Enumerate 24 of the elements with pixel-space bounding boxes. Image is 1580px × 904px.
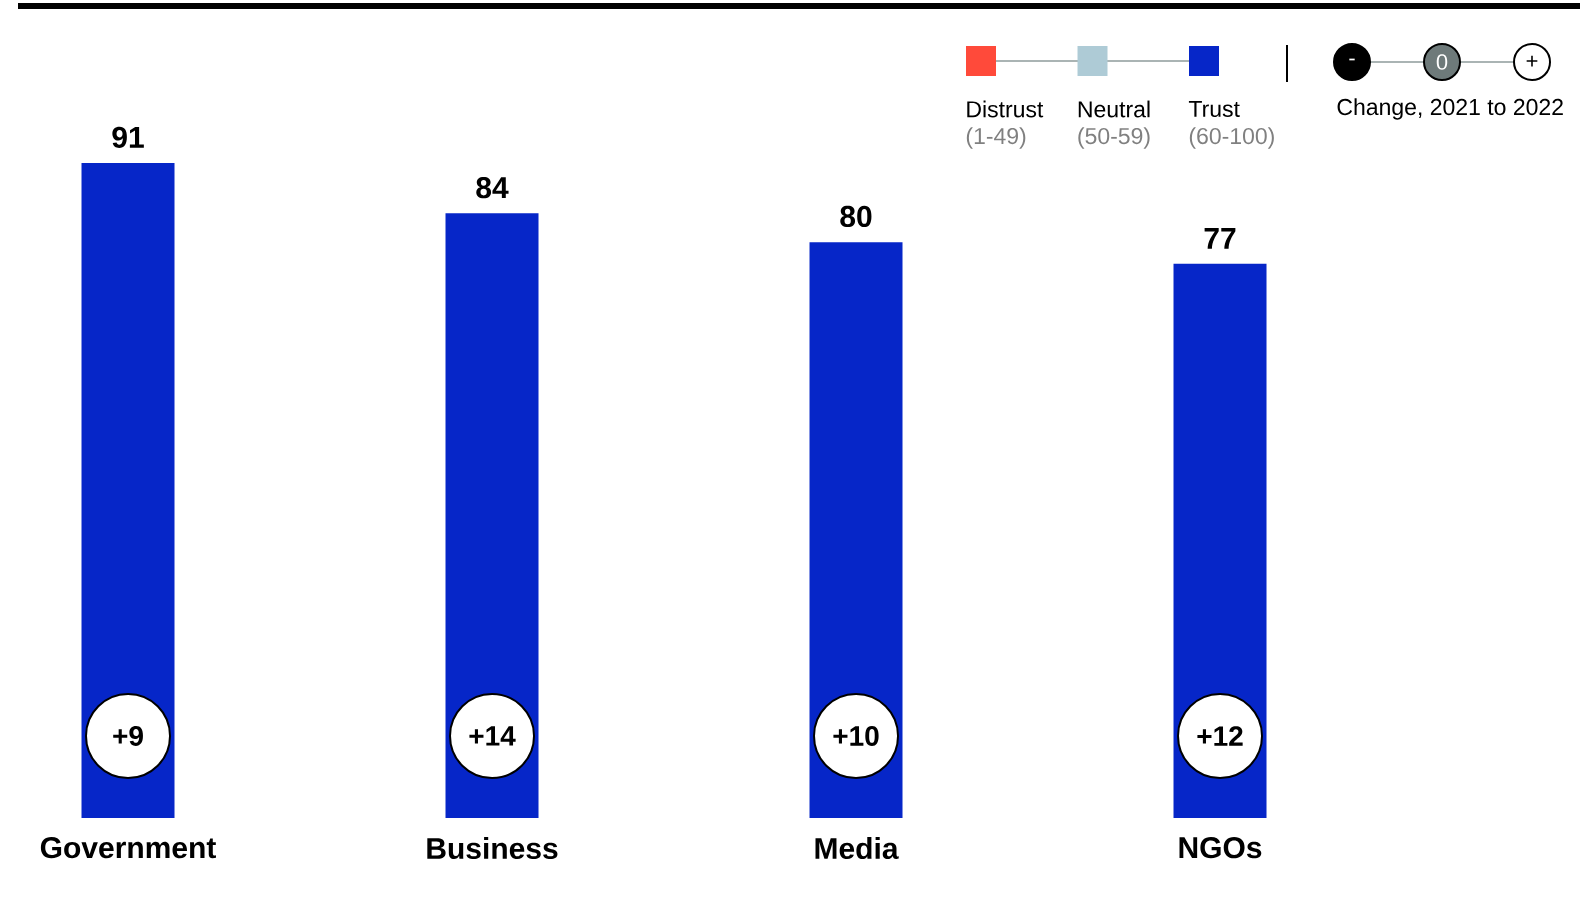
bar (81, 162, 175, 818)
text: + (1526, 55, 1538, 67)
text: (60-100) (1189, 127, 1274, 149)
bar (445, 213, 539, 818)
text: (1-49) (966, 127, 1026, 149)
text: (50-59) (1078, 127, 1150, 149)
text: 0 (1436, 54, 1448, 70)
annotation: +9 (113, 726, 143, 746)
annotation: +10 (833, 726, 879, 746)
x-tick-label: Government (40, 837, 216, 859)
data-label: 84 (476, 177, 509, 199)
legend-label: Distrust (967, 100, 1044, 118)
x-tick-label: Media (815, 837, 899, 860)
data-label: 77 (1204, 228, 1236, 249)
legend-label: Trust (1188, 100, 1240, 117)
annotation: +14 (469, 726, 516, 746)
text: - (1349, 58, 1355, 61)
x-tick-label: Business (427, 837, 558, 860)
x-tick-label: NGOs (1179, 837, 1262, 859)
text: Change, 2021 to 2022 (1337, 98, 1563, 120)
legend-label: Neutral (1078, 100, 1150, 118)
data-label: 80 (840, 205, 872, 228)
data-label: 91 (112, 126, 144, 148)
annotation: +12 (1197, 726, 1243, 746)
